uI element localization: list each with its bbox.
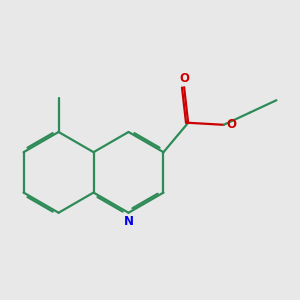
Text: O: O (179, 72, 189, 85)
Text: O: O (226, 118, 236, 131)
Text: N: N (124, 215, 134, 228)
